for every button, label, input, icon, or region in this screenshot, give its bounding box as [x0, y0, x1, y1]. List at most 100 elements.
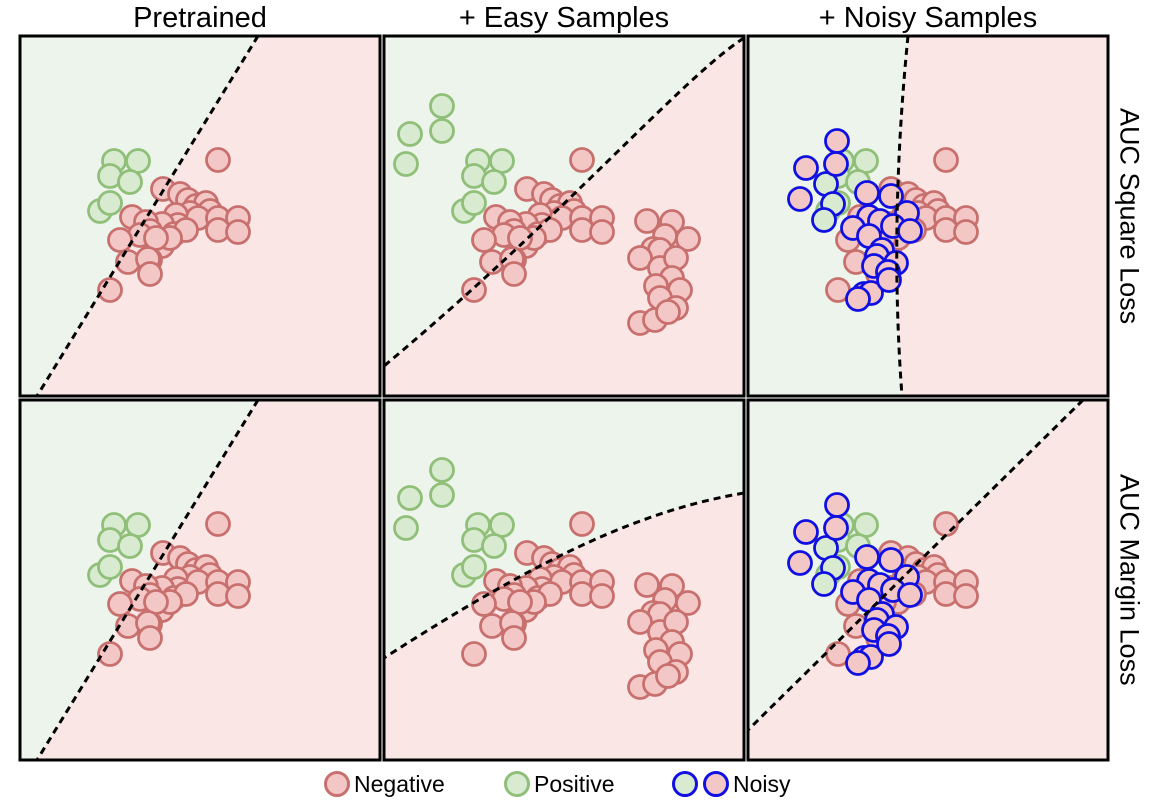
noisy-negative-point — [854, 544, 880, 570]
positive-point — [125, 512, 151, 538]
noisy-negative-marker-icon — [703, 771, 729, 797]
positive-point — [97, 554, 123, 580]
easy-negative-point — [634, 572, 660, 598]
panel-r1-c3 — [746, 34, 1110, 398]
noisy-negative-point — [787, 186, 813, 212]
panel-frame — [746, 398, 1110, 762]
positive-point — [489, 148, 515, 174]
negative-point — [569, 147, 595, 173]
easy-positive-point — [397, 485, 423, 511]
row-title-auc-square-loss: AUC Square Loss — [1109, 36, 1149, 396]
easy-negative-point — [627, 245, 653, 271]
noisy-negative-point — [876, 631, 902, 657]
easy-positive-point — [429, 118, 455, 144]
positive-point — [97, 190, 123, 216]
legend-negative: Negative — [324, 766, 445, 802]
positive-point — [481, 169, 507, 195]
positive-marker-icon — [504, 771, 530, 797]
negative-point — [501, 261, 527, 287]
points — [393, 457, 701, 700]
noisy-negative-point — [824, 128, 850, 154]
legend: Negative Positive Noisy — [0, 766, 1149, 802]
easy-positive-point — [397, 121, 423, 147]
easy-negative-point — [675, 590, 701, 616]
panel-r1-c2 — [382, 34, 746, 398]
negative-point — [501, 625, 527, 651]
negative-point — [507, 589, 533, 615]
positive-point — [481, 533, 507, 559]
decision-boundary — [35, 400, 260, 760]
noisy-negative-point — [876, 267, 902, 293]
positive-point — [853, 148, 879, 174]
decision-boundary — [384, 36, 744, 368]
decision-boundary — [895, 36, 910, 396]
negative-point — [953, 219, 979, 245]
legend-noisy-label: Noisy — [733, 770, 791, 797]
negative-point — [205, 511, 231, 537]
legend-noisy: Noisy — [672, 766, 791, 802]
easy-positive-point — [393, 515, 419, 541]
easy-negative-point — [634, 208, 660, 234]
negative-point — [137, 261, 163, 287]
decision-boundary — [384, 491, 744, 660]
negative-point — [205, 147, 231, 173]
positive-region — [384, 400, 744, 658]
easy-negative-point — [675, 226, 701, 252]
easy-positive-point — [429, 457, 455, 483]
negative-point — [933, 147, 959, 173]
negative-point — [137, 625, 163, 651]
legend-negative-label: Negative — [354, 770, 445, 797]
row-title-auc-margin-loss-text: AUC Margin Loss — [1114, 474, 1145, 686]
positive-point — [117, 533, 143, 559]
noisy-positive-marker-icon — [672, 771, 698, 797]
noisy-negative-point — [854, 180, 880, 206]
positive-point — [461, 190, 487, 216]
noisy-positive-point — [811, 207, 837, 233]
points — [87, 511, 251, 667]
easy-positive-point — [429, 482, 455, 508]
noisy-negative-point — [824, 492, 850, 518]
panel-frame — [746, 34, 1110, 398]
noisy-positive-point — [811, 571, 837, 597]
panel-r2-c1 — [18, 398, 382, 762]
negative-point — [569, 511, 595, 537]
panel-r2-c2 — [382, 398, 746, 762]
easy-negative-point — [655, 299, 681, 325]
negative-point — [97, 277, 123, 303]
negative-point — [97, 641, 123, 667]
negative-point — [953, 583, 979, 609]
legend-positive: Positive — [504, 766, 615, 802]
negative-point — [225, 583, 251, 609]
noisy-negative-point — [845, 650, 871, 676]
noisy-negative-point — [878, 183, 904, 209]
row-title-auc-margin-loss: AUC Margin Loss — [1109, 400, 1149, 760]
negative-point — [461, 641, 487, 667]
panel-frame — [18, 398, 382, 762]
negative-point — [143, 589, 169, 615]
noisy-negative-point — [897, 582, 923, 608]
noisy-negative-point — [823, 515, 849, 541]
noisy-negative-point — [878, 547, 904, 573]
negative-point — [107, 227, 133, 253]
easy-negative-point — [655, 663, 681, 689]
row-title-auc-square-loss-text: AUC Square Loss — [1114, 107, 1145, 325]
column-title-easy-samples: + Easy Samples — [458, 2, 670, 34]
noisy-negative-point — [823, 151, 849, 177]
negative-point — [933, 511, 959, 537]
panel-frame — [18, 34, 382, 398]
negative-marker-icon — [324, 771, 350, 797]
easy-negative-point — [627, 609, 653, 635]
negative-point — [589, 583, 615, 609]
noisy-negative-point — [897, 218, 923, 244]
noisy-negative-point — [793, 519, 819, 545]
noisy-negative-point — [845, 286, 871, 312]
easy-positive-point — [393, 151, 419, 177]
positive-point — [853, 512, 879, 538]
positive-point — [125, 148, 151, 174]
positive-point — [489, 512, 515, 538]
negative-point — [107, 591, 133, 617]
column-title-noisy-samples: + Noisy Samples — [818, 2, 1038, 34]
points — [787, 492, 979, 676]
negative-point — [461, 277, 487, 303]
